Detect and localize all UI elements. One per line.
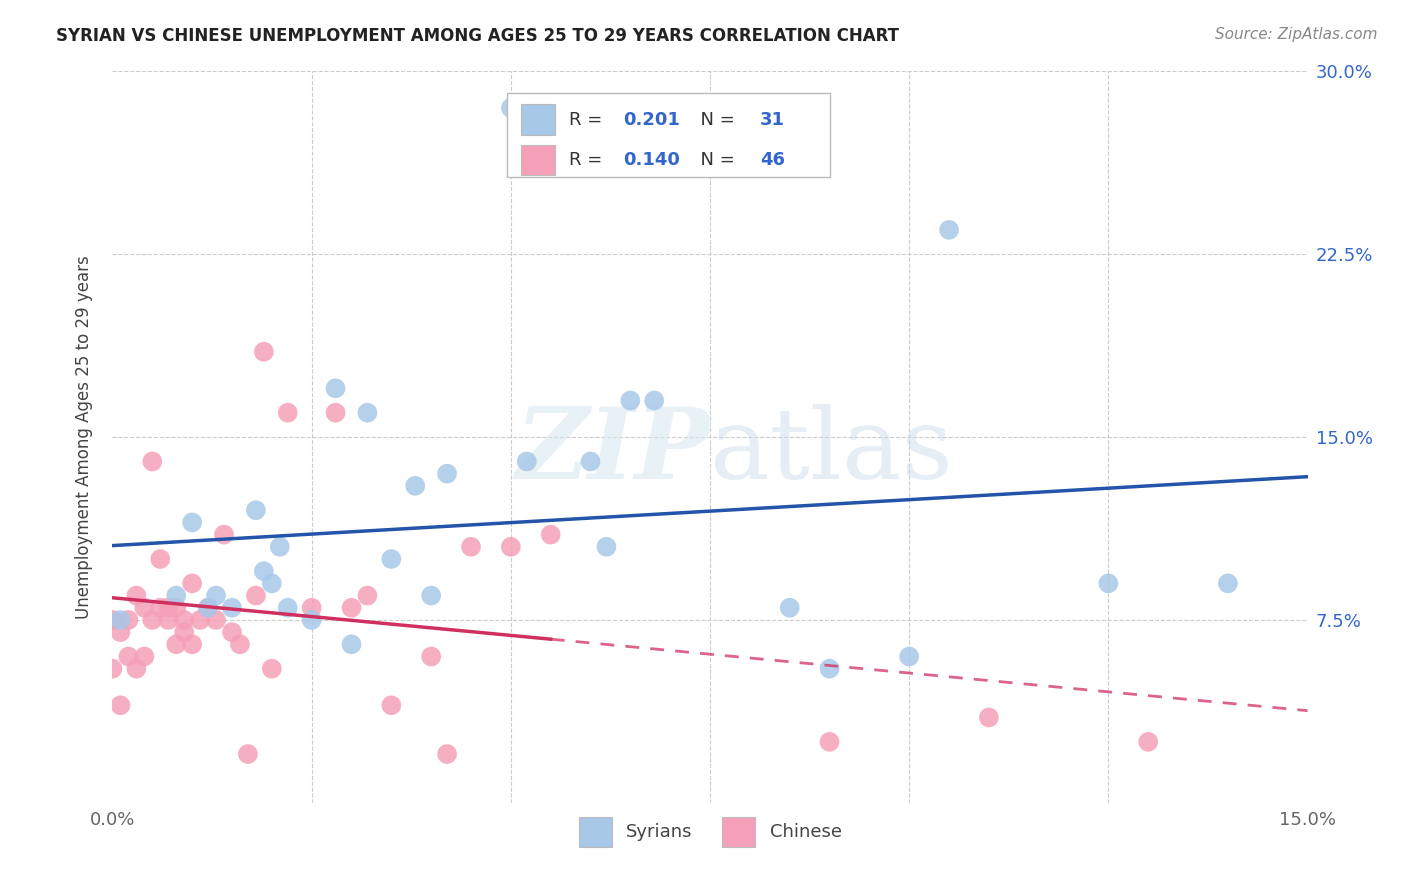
FancyBboxPatch shape — [522, 104, 555, 135]
Point — [141, 613, 163, 627]
Point — [110, 698, 132, 713]
Point — [260, 662, 283, 676]
Point — [221, 600, 243, 615]
Point — [212, 527, 235, 541]
Point — [460, 540, 482, 554]
Point — [236, 747, 259, 761]
Point — [356, 589, 378, 603]
Point — [197, 600, 219, 615]
Text: Source: ZipAtlas.com: Source: ZipAtlas.com — [1215, 27, 1378, 42]
Point — [173, 625, 195, 640]
Point — [499, 540, 522, 554]
Point — [181, 637, 204, 651]
Point — [301, 600, 323, 615]
Point — [1097, 576, 1119, 591]
Point — [173, 613, 195, 627]
Point — [643, 393, 665, 408]
Point — [141, 454, 163, 468]
Point — [110, 625, 132, 640]
Point — [356, 406, 378, 420]
Point — [165, 600, 187, 615]
Point — [197, 600, 219, 615]
Point — [436, 467, 458, 481]
Text: R =: R = — [569, 151, 607, 169]
Point — [277, 406, 299, 420]
Point — [260, 576, 283, 591]
Point — [253, 344, 276, 359]
Point — [340, 637, 363, 651]
Point — [340, 600, 363, 615]
Text: 31: 31 — [761, 111, 785, 128]
Point — [779, 600, 801, 615]
Point — [818, 735, 841, 749]
Point — [253, 564, 276, 578]
Point — [157, 600, 180, 615]
Point — [165, 637, 187, 651]
Text: R =: R = — [569, 111, 607, 128]
Point — [205, 589, 228, 603]
Point — [818, 662, 841, 676]
Text: N =: N = — [689, 111, 740, 128]
Point — [149, 552, 172, 566]
Point — [579, 454, 602, 468]
Point — [1216, 576, 1239, 591]
Point — [134, 649, 156, 664]
Point — [325, 406, 347, 420]
Point — [977, 710, 1000, 724]
Point — [898, 649, 921, 664]
Point — [149, 600, 172, 615]
Point — [221, 625, 243, 640]
Point — [380, 552, 402, 566]
Point — [181, 576, 204, 591]
Point — [165, 589, 187, 603]
Text: atlas: atlas — [710, 404, 953, 500]
FancyBboxPatch shape — [579, 817, 612, 847]
Point — [619, 393, 641, 408]
Point — [420, 589, 443, 603]
Point — [301, 613, 323, 627]
FancyBboxPatch shape — [723, 817, 755, 847]
Point — [380, 698, 402, 713]
Point — [245, 503, 267, 517]
Point — [181, 516, 204, 530]
Point — [117, 649, 139, 664]
Point — [125, 662, 148, 676]
Text: Syrians: Syrians — [627, 823, 693, 841]
Point — [499, 101, 522, 115]
Point — [938, 223, 960, 237]
Text: SYRIAN VS CHINESE UNEMPLOYMENT AMONG AGES 25 TO 29 YEARS CORRELATION CHART: SYRIAN VS CHINESE UNEMPLOYMENT AMONG AGE… — [56, 27, 900, 45]
Point — [101, 662, 124, 676]
Y-axis label: Unemployment Among Ages 25 to 29 years: Unemployment Among Ages 25 to 29 years — [75, 255, 93, 619]
Point — [205, 613, 228, 627]
Text: 46: 46 — [761, 151, 785, 169]
Text: Chinese: Chinese — [770, 823, 842, 841]
Text: 0.140: 0.140 — [623, 151, 679, 169]
Point — [134, 600, 156, 615]
Text: 0.201: 0.201 — [623, 111, 679, 128]
Point — [436, 747, 458, 761]
Point — [125, 589, 148, 603]
Point — [1137, 735, 1160, 749]
Point — [269, 540, 291, 554]
Point — [595, 540, 617, 554]
Text: ZIP: ZIP — [515, 403, 710, 500]
Text: N =: N = — [689, 151, 740, 169]
Point — [420, 649, 443, 664]
Point — [404, 479, 426, 493]
Point — [157, 613, 180, 627]
Point — [229, 637, 252, 651]
FancyBboxPatch shape — [508, 94, 830, 178]
Point — [277, 600, 299, 615]
Point — [188, 613, 211, 627]
Point — [245, 589, 267, 603]
Point — [117, 613, 139, 627]
Point — [110, 613, 132, 627]
Point — [325, 381, 347, 395]
FancyBboxPatch shape — [522, 145, 555, 175]
Point — [540, 527, 562, 541]
Point — [516, 454, 538, 468]
Point — [101, 613, 124, 627]
